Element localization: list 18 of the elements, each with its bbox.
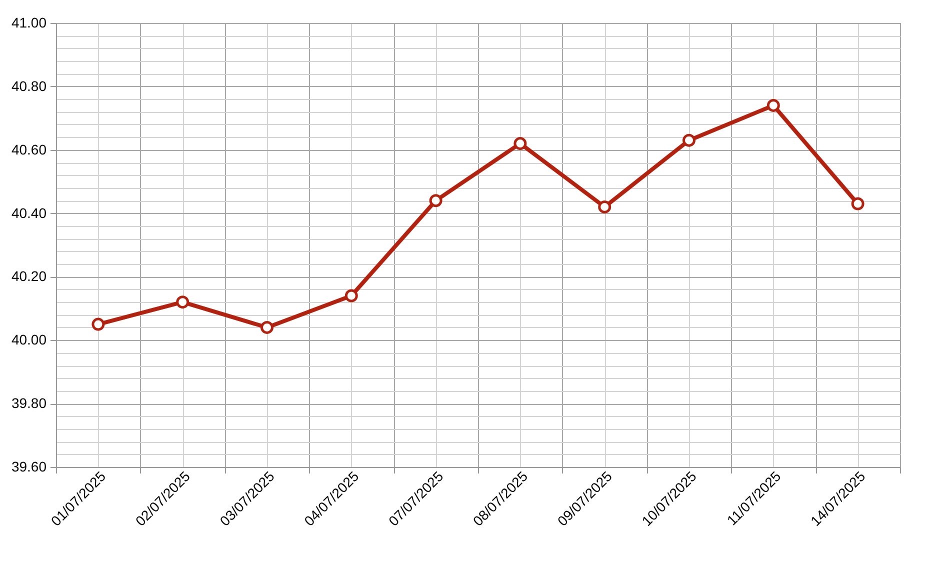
point bbox=[514, 137, 527, 150]
y-tick-label: 40.00 bbox=[11, 332, 47, 348]
y-tick-label: 39.80 bbox=[11, 395, 47, 412]
y-tick-label: 41.00 bbox=[11, 14, 47, 30]
point bbox=[344, 289, 358, 302]
point bbox=[176, 296, 190, 309]
y-tick-label: 40.20 bbox=[11, 268, 47, 284]
y-tick-label: 39.60 bbox=[11, 458, 47, 474]
point bbox=[766, 98, 780, 112]
y-tick-label: 40.60 bbox=[11, 141, 47, 158]
point bbox=[851, 197, 864, 210]
point bbox=[92, 318, 105, 331]
point bbox=[682, 134, 696, 147]
y-tick-label: 40.40 bbox=[11, 204, 47, 221]
point bbox=[429, 194, 442, 208]
point bbox=[598, 200, 612, 214]
point bbox=[260, 320, 274, 334]
y-tick-label: 40.80 bbox=[11, 78, 47, 94]
